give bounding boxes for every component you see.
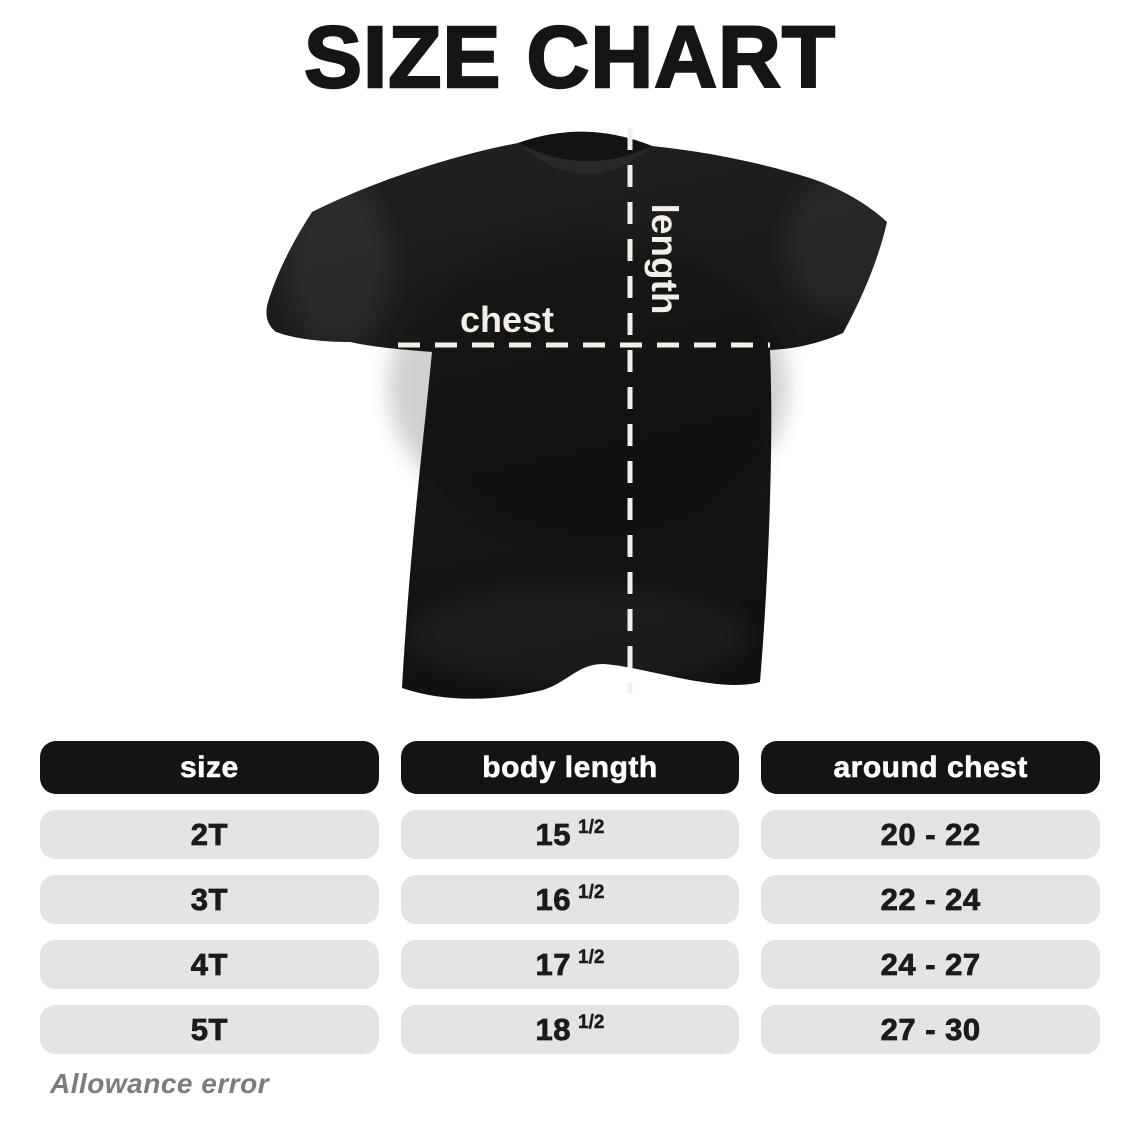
collar-band (518, 143, 652, 175)
tshirt-diagram: chest length (248, 116, 903, 716)
collar-neck-hole (518, 131, 652, 162)
size-chart-title: SIZE CHART (303, 9, 836, 106)
size-cell: 4T (40, 940, 379, 989)
body-length-whole: 17 (535, 946, 572, 982)
body-length-cell: 15 1/2 (400, 810, 740, 859)
body-length-whole: 15 (535, 816, 572, 852)
body-length-cell: 17 1/2 (400, 940, 740, 989)
body-length-fraction: 1/2 (578, 816, 605, 838)
header-cell-size: size (40, 741, 379, 794)
size-table: size body length around chest 2T 15 1/2 2… (40, 741, 1100, 1054)
size-cell: 5T (40, 1005, 379, 1054)
body-length-cell: 16 1/2 (400, 875, 740, 924)
tshirt-svg: chest length (266, 128, 903, 699)
header-cell-around-chest: around chest (761, 741, 1100, 794)
body-length-whole: 18 (535, 1011, 572, 1047)
length-label: length (644, 204, 685, 315)
fabric-shading (283, 176, 903, 686)
around-chest-cell: 24 - 27 (761, 940, 1100, 989)
allowance-note: Allowance error (50, 1068, 270, 1099)
header-cell-body-length: body length (400, 741, 740, 794)
body-length-fraction: 1/2 (578, 1011, 605, 1033)
body-length-cell: 18 1/2 (400, 1005, 740, 1054)
body-length-fraction: 1/2 (578, 946, 605, 968)
size-cell: 2T (40, 810, 379, 859)
chest-label: chest (460, 299, 554, 340)
around-chest-cell: 20 - 22 (761, 810, 1100, 859)
body-length-fraction: 1/2 (578, 881, 605, 903)
around-chest-cell: 27 - 30 (761, 1005, 1100, 1054)
body-length-whole: 16 (535, 881, 572, 917)
size-cell: 3T (40, 875, 379, 924)
around-chest-cell: 22 - 24 (761, 875, 1100, 924)
